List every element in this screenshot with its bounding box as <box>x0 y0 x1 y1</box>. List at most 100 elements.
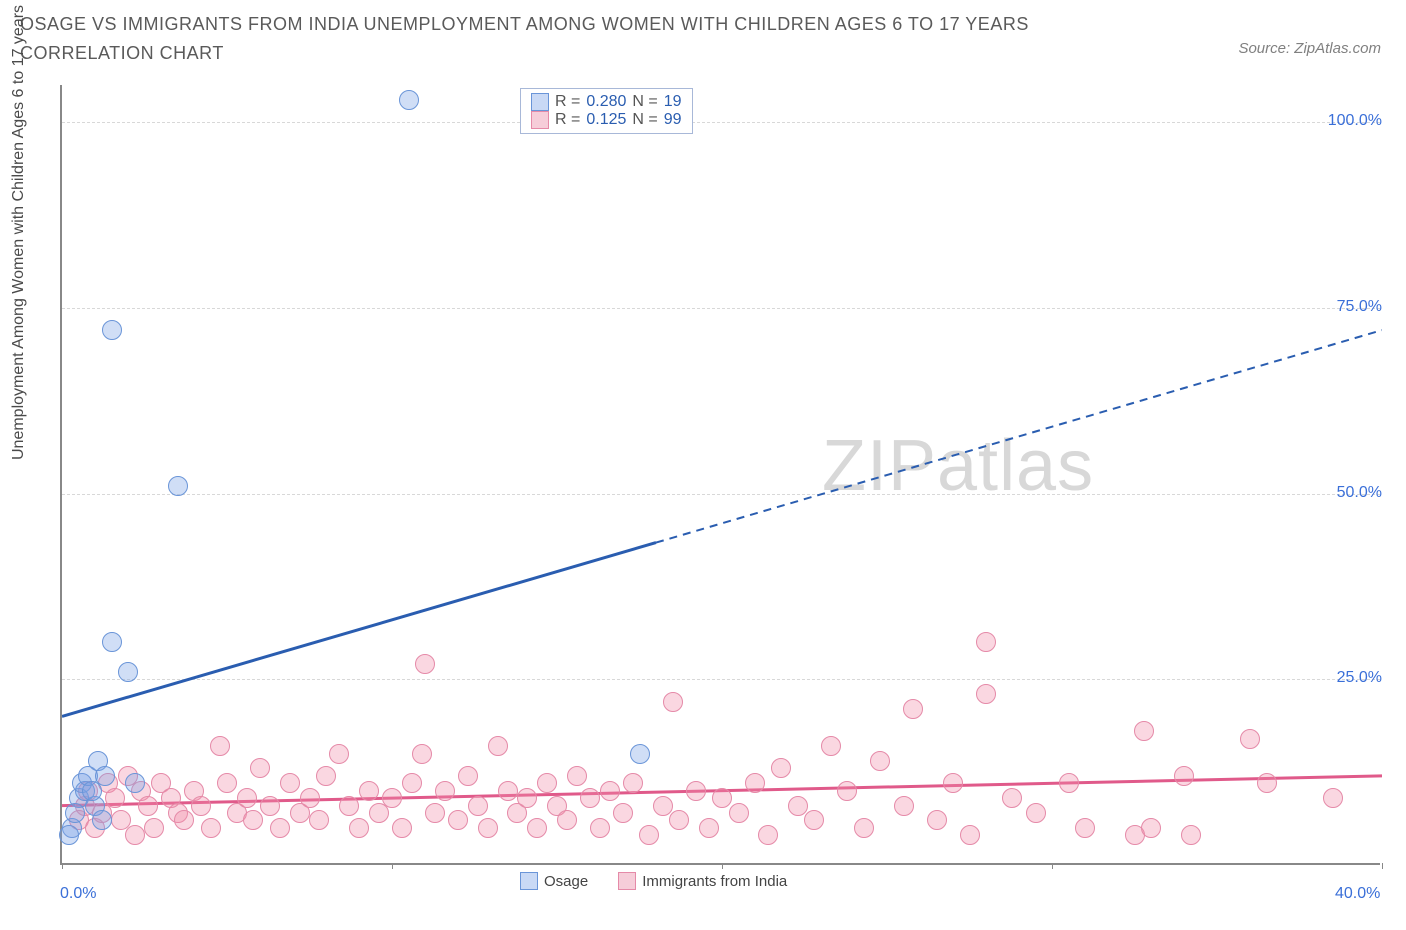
legend-item: Immigrants from India <box>618 872 787 890</box>
scatter-point <box>669 810 689 830</box>
x-tick <box>62 863 63 869</box>
scatter-point <box>402 773 422 793</box>
legend-swatch <box>531 111 549 129</box>
stats-r-value: 0.280 <box>586 93 626 111</box>
scatter-point <box>557 810 577 830</box>
scatter-point <box>359 781 379 801</box>
x-tick <box>1382 863 1383 869</box>
scatter-point <box>174 810 194 830</box>
scatter-point <box>567 766 587 786</box>
scatter-point <box>478 818 498 838</box>
legend-bottom: Osage Immigrants from India <box>520 872 787 890</box>
scatter-point <box>125 825 145 845</box>
scatter-point <box>1141 818 1161 838</box>
y-tick-label: 100.0% <box>1312 112 1382 130</box>
y-tick-label: 50.0% <box>1312 484 1382 502</box>
scatter-point <box>1002 788 1022 808</box>
scatter-point <box>217 773 237 793</box>
gridline <box>62 122 1380 123</box>
stats-r-label: R = <box>555 111 580 129</box>
scatter-point <box>590 818 610 838</box>
gridline <box>62 679 1380 680</box>
gridline <box>62 494 1380 495</box>
stats-r-value: 0.125 <box>586 111 626 129</box>
scatter-point <box>1240 729 1260 749</box>
scatter-point <box>1323 788 1343 808</box>
scatter-point <box>95 766 115 786</box>
x-tick-label: 0.0% <box>60 885 96 903</box>
scatter-point <box>415 654 435 674</box>
chart-title: OSAGE VS IMMIGRANTS FROM INDIA UNEMPLOYM… <box>20 10 1140 68</box>
scatter-point <box>613 803 633 823</box>
scatter-point <box>537 773 557 793</box>
stats-n-value: 99 <box>664 111 682 129</box>
scatter-point <box>758 825 778 845</box>
y-tick-label: 75.0% <box>1312 298 1382 316</box>
legend-label: Immigrants from India <box>642 873 787 890</box>
scatter-point <box>639 825 659 845</box>
scatter-point <box>653 796 673 816</box>
scatter-point <box>201 818 221 838</box>
scatter-point <box>1134 721 1154 741</box>
scatter-point <box>1181 825 1201 845</box>
scatter-point <box>339 796 359 816</box>
scatter-point <box>102 632 122 652</box>
scatter-point <box>412 744 432 764</box>
legend-swatch <box>618 872 636 890</box>
scatter-point <box>894 796 914 816</box>
scatter-point <box>425 803 445 823</box>
gridline <box>62 308 1380 309</box>
scatter-point <box>250 758 270 778</box>
scatter-point <box>1075 818 1095 838</box>
scatter-point <box>392 818 412 838</box>
scatter-point <box>686 781 706 801</box>
watermark: ZIPatlas <box>822 425 1094 507</box>
scatter-point <box>927 810 947 830</box>
scatter-point <box>943 773 963 793</box>
scatter-point <box>1174 766 1194 786</box>
scatter-point <box>399 90 419 110</box>
x-tick <box>722 863 723 869</box>
scatter-point <box>210 736 230 756</box>
scatter-point <box>118 662 138 682</box>
scatter-point <box>468 796 488 816</box>
scatter-point <box>316 766 336 786</box>
stats-row: R = 0.125 N = 99 <box>531 111 682 129</box>
stats-r-label: R = <box>555 93 580 111</box>
scatter-point <box>102 320 122 340</box>
scatter-point <box>663 692 683 712</box>
scatter-point <box>448 810 468 830</box>
scatter-point <box>191 796 211 816</box>
scatter-point <box>65 803 85 823</box>
x-tick <box>1052 863 1053 869</box>
x-tick <box>392 863 393 869</box>
scatter-point <box>837 781 857 801</box>
stats-box: R = 0.280 N = 19R = 0.125 N = 99 <box>520 88 693 134</box>
scatter-point <box>903 699 923 719</box>
scatter-point <box>854 818 874 838</box>
scatter-point <box>435 781 455 801</box>
scatter-point <box>1026 803 1046 823</box>
stats-n-value: 19 <box>664 93 682 111</box>
scatter-point <box>105 788 125 808</box>
y-axis-label: Unemployment Among Women with Children A… <box>10 5 28 460</box>
scatter-point <box>458 766 478 786</box>
legend-item: Osage <box>520 872 588 890</box>
legend-label: Osage <box>544 873 588 890</box>
scatter-point <box>498 781 518 801</box>
scatter-point <box>600 781 620 801</box>
scatter-point <box>243 810 263 830</box>
scatter-point <box>138 796 158 816</box>
scatter-point <box>144 818 164 838</box>
plot-area: ZIPatlas 25.0%50.0%75.0%100.0% <box>60 85 1380 865</box>
scatter-point <box>870 751 890 771</box>
scatter-point <box>270 818 290 838</box>
scatter-point <box>745 773 765 793</box>
scatter-point <box>237 788 257 808</box>
scatter-point <box>630 744 650 764</box>
x-tick-label: 40.0% <box>1335 885 1380 903</box>
scatter-point <box>771 758 791 778</box>
scatter-point <box>349 818 369 838</box>
scatter-point <box>309 810 329 830</box>
legend-swatch <box>520 872 538 890</box>
